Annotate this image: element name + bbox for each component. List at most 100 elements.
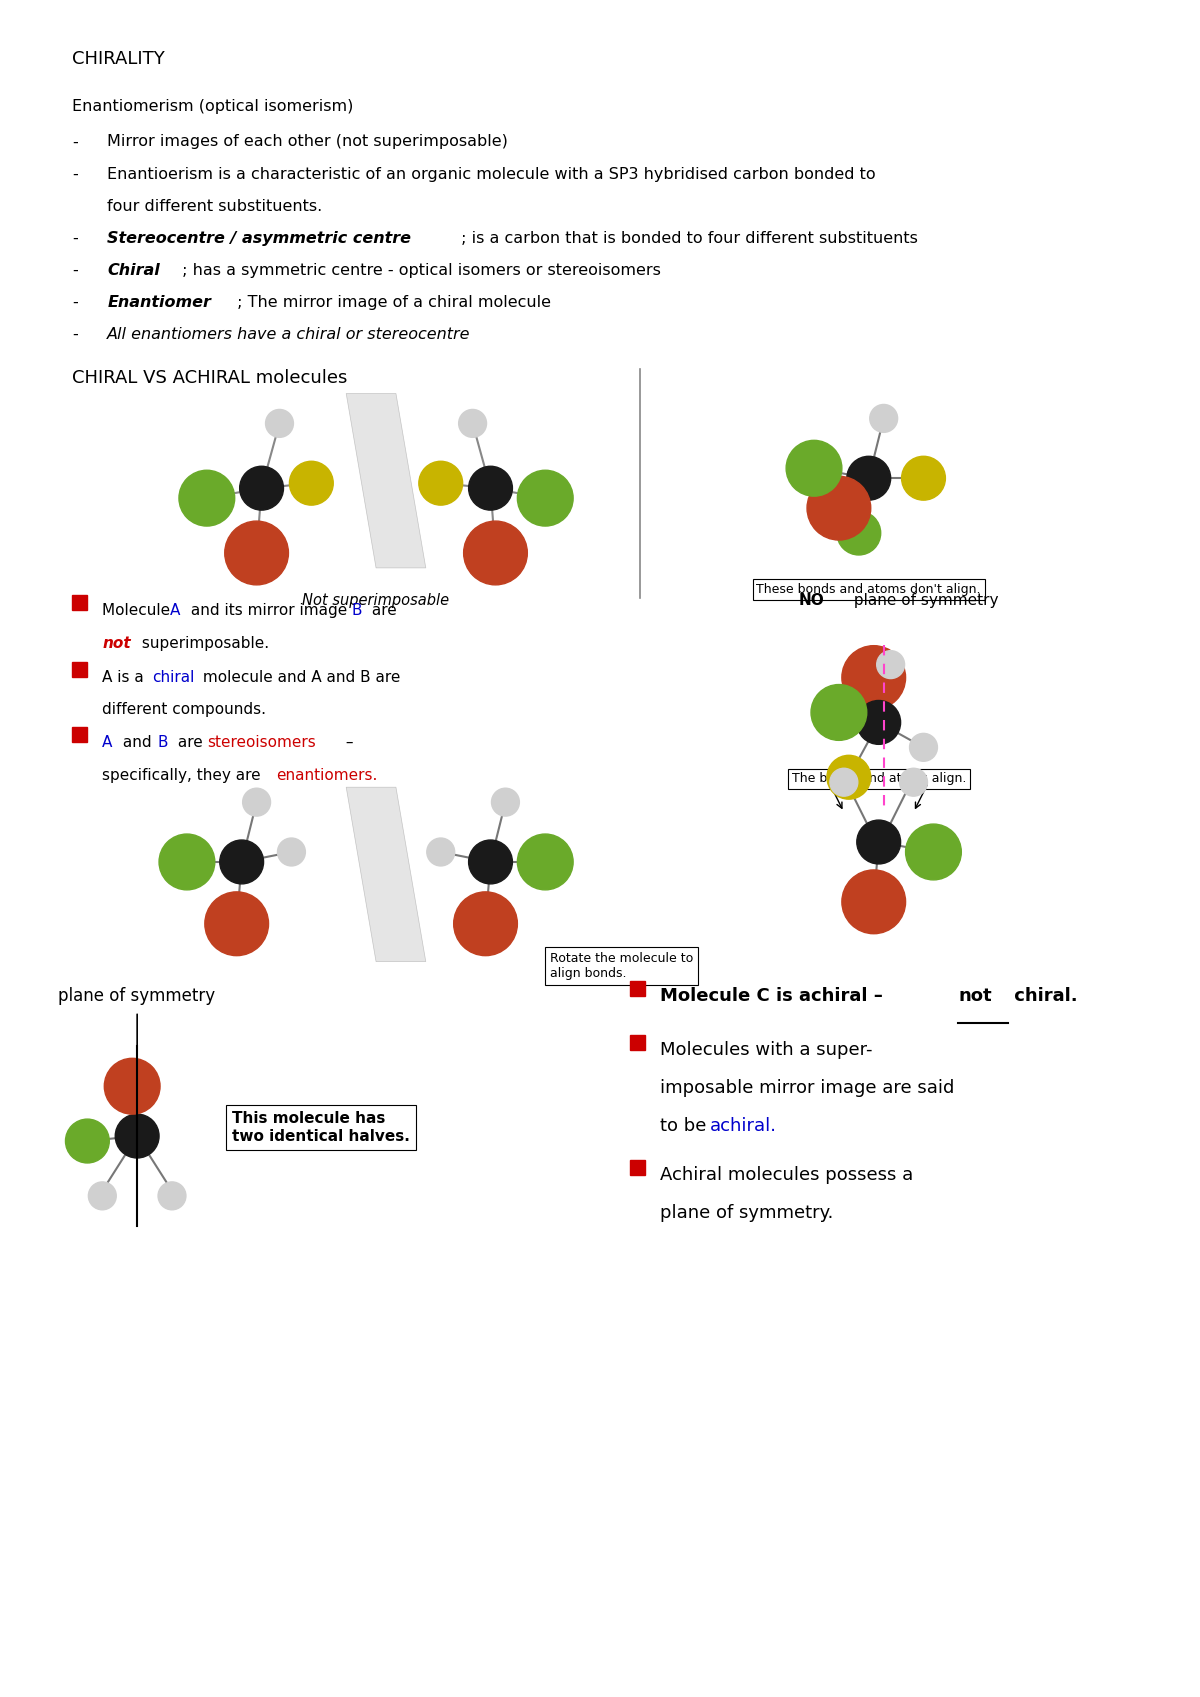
Text: molecule and A and B are: molecule and A and B are bbox=[198, 670, 401, 684]
Circle shape bbox=[427, 838, 455, 865]
Circle shape bbox=[910, 733, 937, 762]
Circle shape bbox=[870, 404, 898, 433]
Circle shape bbox=[847, 456, 890, 501]
Text: ; The mirror image of a chiral molecule: ; The mirror image of a chiral molecule bbox=[232, 295, 551, 311]
Text: different compounds.: different compounds. bbox=[102, 703, 266, 718]
Circle shape bbox=[242, 787, 270, 816]
Text: to be: to be bbox=[660, 1117, 712, 1135]
Circle shape bbox=[66, 1118, 109, 1162]
Text: Achiral molecules possess a: Achiral molecules possess a bbox=[660, 1166, 913, 1185]
Text: CHIRALITY: CHIRALITY bbox=[72, 49, 166, 68]
Text: four different substituents.: four different substituents. bbox=[107, 199, 323, 214]
Circle shape bbox=[517, 470, 574, 526]
Circle shape bbox=[179, 470, 235, 526]
Text: Molecules with a super-: Molecules with a super- bbox=[660, 1042, 872, 1059]
Circle shape bbox=[811, 684, 866, 740]
Circle shape bbox=[458, 409, 486, 438]
Text: NO: NO bbox=[799, 592, 824, 608]
Text: These bonds and atoms don't align.: These bonds and atoms don't align. bbox=[756, 582, 982, 596]
Circle shape bbox=[104, 1059, 160, 1115]
Text: Molecule C is achiral –: Molecule C is achiral – bbox=[660, 986, 889, 1005]
Circle shape bbox=[265, 409, 294, 438]
Text: A is a: A is a bbox=[102, 670, 149, 684]
Text: Chiral: Chiral bbox=[107, 263, 160, 278]
Text: B: B bbox=[157, 735, 168, 750]
Bar bbox=[72, 662, 88, 677]
Circle shape bbox=[463, 521, 527, 585]
Text: -: - bbox=[72, 134, 78, 149]
Text: plane of symmetry: plane of symmetry bbox=[58, 986, 215, 1005]
Text: enantiomers.: enantiomers. bbox=[276, 769, 378, 784]
Circle shape bbox=[454, 893, 517, 955]
Circle shape bbox=[901, 456, 946, 501]
Text: stereoisomers: stereoisomers bbox=[206, 735, 316, 750]
Circle shape bbox=[469, 467, 512, 511]
Circle shape bbox=[906, 825, 961, 881]
Circle shape bbox=[808, 477, 871, 540]
Text: -: - bbox=[72, 263, 78, 278]
Circle shape bbox=[830, 769, 858, 796]
Text: ; has a symmetric centre - optical isomers or stereoisomers: ; has a symmetric centre - optical isome… bbox=[176, 263, 661, 278]
Text: and its mirror image: and its mirror image bbox=[186, 602, 352, 618]
Text: A: A bbox=[254, 563, 269, 580]
Text: The bonds and atoms align.: The bonds and atoms align. bbox=[792, 772, 966, 786]
Text: chiral: chiral bbox=[152, 670, 194, 684]
Text: are: are bbox=[173, 735, 208, 750]
Text: chiral.: chiral. bbox=[1008, 986, 1078, 1005]
Circle shape bbox=[857, 701, 901, 745]
Circle shape bbox=[469, 840, 512, 884]
Circle shape bbox=[836, 511, 881, 555]
Text: A: A bbox=[170, 602, 180, 618]
Text: not: not bbox=[959, 986, 992, 1005]
Text: Not superimposable: Not superimposable bbox=[302, 592, 450, 608]
Text: –: – bbox=[341, 735, 354, 750]
Circle shape bbox=[857, 820, 901, 864]
Text: A: A bbox=[102, 735, 113, 750]
Circle shape bbox=[900, 769, 928, 796]
Text: imposable mirror image are said: imposable mirror image are said bbox=[660, 1079, 954, 1098]
Bar bbox=[630, 1035, 644, 1050]
Circle shape bbox=[842, 645, 906, 709]
Circle shape bbox=[786, 440, 842, 496]
Circle shape bbox=[160, 833, 215, 889]
Polygon shape bbox=[346, 787, 426, 962]
Circle shape bbox=[827, 755, 871, 799]
Text: C: C bbox=[235, 932, 248, 950]
Text: Mirror images of each other (not superimposable): Mirror images of each other (not superim… bbox=[107, 134, 508, 149]
Bar bbox=[630, 981, 644, 996]
Bar bbox=[72, 596, 88, 609]
Text: plane of symmetry.: plane of symmetry. bbox=[660, 1203, 833, 1222]
Polygon shape bbox=[346, 394, 426, 568]
Text: B: B bbox=[352, 602, 361, 618]
Circle shape bbox=[89, 1181, 116, 1210]
Bar bbox=[72, 728, 88, 742]
Text: -: - bbox=[72, 231, 78, 246]
Text: Rotate the molecule to
align bonds.: Rotate the molecule to align bonds. bbox=[551, 952, 694, 979]
Circle shape bbox=[158, 1181, 186, 1210]
Bar bbox=[630, 1161, 644, 1174]
Text: Enantiomer: Enantiomer bbox=[107, 295, 211, 311]
Text: D: D bbox=[484, 932, 498, 950]
Circle shape bbox=[842, 871, 906, 933]
Text: -: - bbox=[72, 328, 78, 341]
Circle shape bbox=[205, 893, 269, 955]
Circle shape bbox=[240, 467, 283, 511]
Text: Stereocentre / asymmetric centre: Stereocentre / asymmetric centre bbox=[107, 231, 412, 246]
Text: and: and bbox=[119, 735, 157, 750]
Text: CHIRAL VS ACHIRAL molecules: CHIRAL VS ACHIRAL molecules bbox=[72, 368, 348, 387]
Text: This molecule has
two identical halves.: This molecule has two identical halves. bbox=[232, 1112, 409, 1144]
Text: are: are bbox=[367, 602, 397, 618]
Text: superimposable.: superimposable. bbox=[137, 636, 269, 650]
Text: -: - bbox=[72, 295, 78, 311]
Circle shape bbox=[517, 833, 574, 889]
Text: plane of symmetry: plane of symmetry bbox=[848, 592, 998, 608]
Circle shape bbox=[289, 462, 334, 506]
Circle shape bbox=[224, 521, 288, 585]
Circle shape bbox=[419, 462, 463, 506]
Circle shape bbox=[115, 1115, 160, 1157]
Text: not: not bbox=[102, 636, 131, 650]
Text: Molecule: Molecule bbox=[102, 602, 175, 618]
Text: B: B bbox=[484, 563, 497, 580]
Circle shape bbox=[877, 650, 905, 679]
Text: All enantiomers have a chiral or stereocentre: All enantiomers have a chiral or stereoc… bbox=[107, 328, 470, 341]
